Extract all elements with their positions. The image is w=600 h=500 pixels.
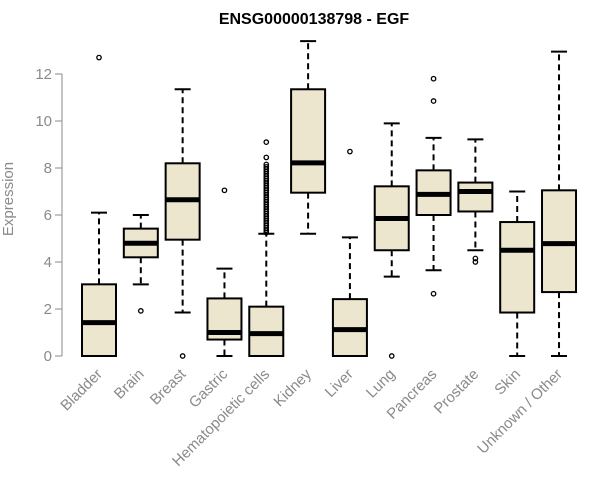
y-tick-label: 0 [44, 348, 52, 365]
outlier-point [430, 290, 437, 297]
box-kidney [290, 40, 327, 235]
x-tick-label: Brain [111, 366, 148, 403]
outlier-point [179, 353, 186, 359]
outlier-point [263, 161, 270, 168]
x-tick-label: Breast [147, 365, 190, 408]
x-tick-label: Liver [322, 366, 357, 401]
box-lung [373, 122, 410, 359]
x-tick-label: Prostate [431, 366, 483, 418]
x-tick-label: Skin [491, 366, 524, 399]
y-tick-label: 12 [35, 66, 52, 83]
outlier-point [430, 75, 437, 82]
outlier-point [221, 187, 228, 194]
outlier-point [137, 308, 144, 314]
box-brain [122, 214, 159, 314]
outlier-point [263, 139, 270, 145]
y-tick-label: 6 [44, 207, 52, 224]
box-liver [331, 148, 368, 358]
box-iqr [290, 88, 327, 194]
boxes-group [81, 40, 578, 359]
outlier-point [388, 353, 395, 359]
box-skin [499, 190, 536, 357]
outlier-point [472, 255, 479, 262]
outlier-point [347, 148, 353, 155]
outlier-point [430, 98, 437, 104]
box-iqr [457, 181, 494, 213]
x-tick-label: Bladder [57, 366, 106, 415]
box-breast [164, 88, 201, 359]
y-axis-label: Expression [0, 162, 17, 236]
box-bladder [81, 54, 117, 358]
outlier-point [263, 154, 270, 161]
x-tick-label: Kidney [270, 365, 315, 410]
y-tick-label: 2 [44, 301, 52, 318]
box-iqr [499, 221, 536, 314]
y-tick-label: 10 [35, 113, 52, 130]
y-axis: 0 2 4 6 8 10 12 [35, 66, 63, 365]
box-pancreas [415, 75, 452, 297]
outlier-point [472, 259, 479, 265]
box-hematopoietic-cells [248, 139, 285, 357]
y-tick-label: 4 [44, 254, 52, 271]
outlier-point [263, 163, 270, 170]
x-tick-label: Lung [363, 366, 399, 402]
chart-title: ENSG00000138798 - EGF [219, 11, 410, 28]
box-gastric [206, 187, 243, 357]
box-prostate [457, 138, 494, 265]
y-tick-label: 8 [44, 160, 52, 177]
box-unknown-other [541, 50, 578, 357]
outlier-point [96, 54, 102, 61]
